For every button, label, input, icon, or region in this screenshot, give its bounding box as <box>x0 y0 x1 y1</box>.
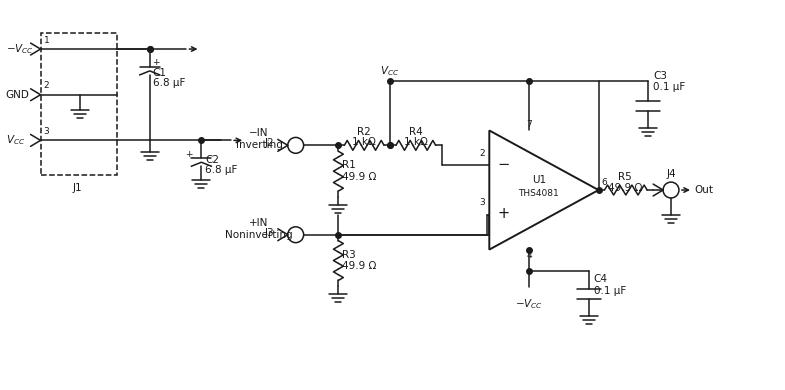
Text: R2: R2 <box>357 128 371 137</box>
Text: GND: GND <box>5 90 30 100</box>
Text: 0.1 μF: 0.1 μF <box>653 82 685 92</box>
Text: 3: 3 <box>480 199 485 207</box>
Text: J4: J4 <box>666 169 676 179</box>
Text: $-V_{CC}$: $-V_{CC}$ <box>515 297 543 311</box>
Text: $-V_{CC}$: $-V_{CC}$ <box>5 42 34 56</box>
Text: −: − <box>497 157 509 172</box>
Text: THS4081: THS4081 <box>519 188 560 197</box>
Text: +: + <box>497 206 509 222</box>
Text: Inverting: Inverting <box>236 140 283 151</box>
Text: R3: R3 <box>342 250 356 260</box>
Text: R5: R5 <box>619 172 632 182</box>
Text: C2: C2 <box>206 155 219 165</box>
Text: 1 kΩ: 1 kΩ <box>352 137 376 147</box>
Text: R1: R1 <box>342 160 356 170</box>
Text: 6.8 μF: 6.8 μF <box>206 165 238 175</box>
Text: C3: C3 <box>653 71 667 81</box>
Text: $V_{CC}$: $V_{CC}$ <box>381 64 400 78</box>
Text: C1: C1 <box>153 68 166 78</box>
Text: 6.8 μF: 6.8 μF <box>153 78 185 88</box>
Text: 49.9 Ω: 49.9 Ω <box>342 261 377 271</box>
Text: R4: R4 <box>409 128 422 137</box>
Text: 3: 3 <box>43 127 49 136</box>
Text: Noninverting: Noninverting <box>225 230 293 240</box>
Text: 2: 2 <box>480 149 485 158</box>
Text: +: + <box>152 58 159 67</box>
Text: +: + <box>185 150 193 159</box>
Text: 49.9 Ω: 49.9 Ω <box>608 183 642 193</box>
Text: 1 kΩ: 1 kΩ <box>404 137 428 147</box>
Text: +IN: +IN <box>250 218 268 228</box>
Text: J1: J1 <box>72 183 82 193</box>
Text: 4: 4 <box>526 251 531 260</box>
Text: 0.1 μF: 0.1 μF <box>593 286 626 296</box>
Text: −IN: −IN <box>249 128 268 138</box>
Bar <box>41 33 117 175</box>
Text: 7: 7 <box>526 120 532 129</box>
Text: J2: J2 <box>265 138 274 148</box>
Text: U1: U1 <box>532 175 546 185</box>
Text: Out: Out <box>695 185 714 195</box>
Text: 1: 1 <box>43 35 49 44</box>
Text: J3: J3 <box>265 228 274 238</box>
Text: C4: C4 <box>593 275 608 284</box>
Text: 49.9 Ω: 49.9 Ω <box>342 172 377 182</box>
Text: $V_{CC}$: $V_{CC}$ <box>5 133 25 147</box>
Text: 2: 2 <box>43 81 49 90</box>
Text: 6: 6 <box>601 177 608 186</box>
